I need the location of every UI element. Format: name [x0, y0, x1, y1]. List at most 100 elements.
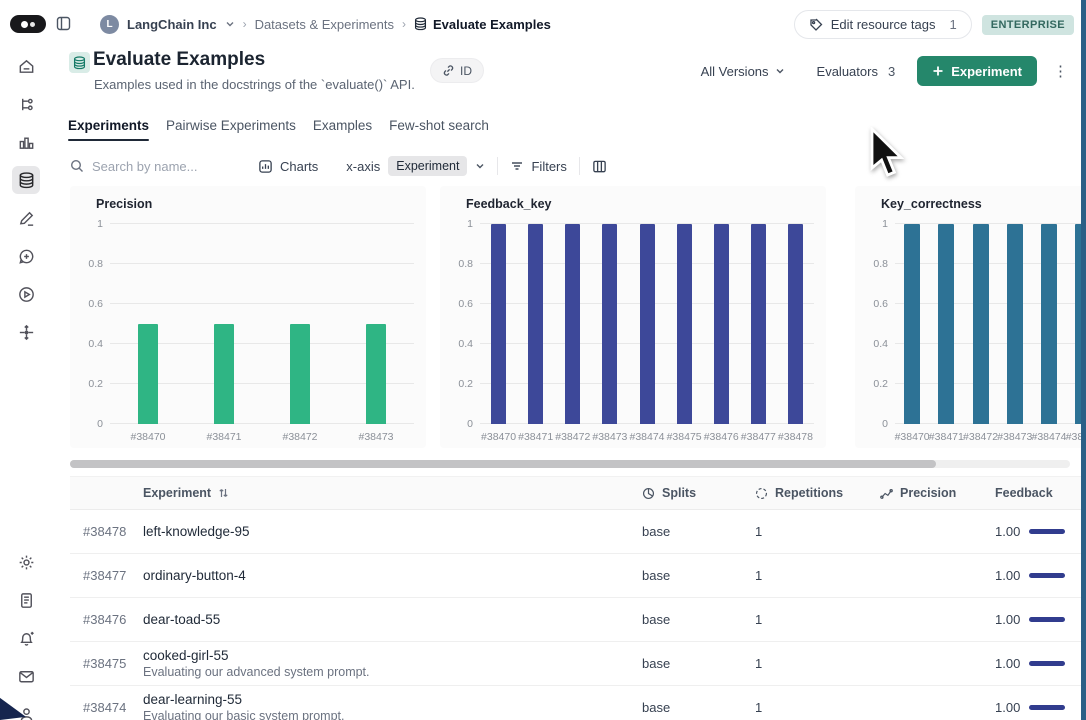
edit-resource-tags-button[interactable]: Edit resource tags 1 — [793, 10, 972, 39]
chart-title: Feedback_key — [466, 197, 552, 211]
charts-button[interactable]: Charts — [258, 159, 318, 174]
breadcrumb-section[interactable]: Datasets & Experiments — [254, 16, 395, 32]
column-header-feedback[interactable]: Feedback — [995, 486, 1081, 500]
gridline — [110, 303, 414, 304]
sidebar-item-tracing-projects[interactable] — [12, 90, 40, 118]
bar[interactable] — [750, 224, 766, 424]
experiment-description: Evaluating our advanced system prompt. — [143, 665, 370, 679]
column-header-repetitions[interactable]: Repetitions — [755, 486, 880, 500]
gridline — [110, 343, 414, 344]
bar[interactable] — [602, 224, 618, 424]
copy-id-button[interactable]: ID — [430, 58, 484, 83]
experiment-name[interactable]: left-knowledge-95 — [143, 524, 250, 539]
page-description: Examples used in the docstrings of the `… — [94, 77, 415, 92]
x-tick-label: #38472 — [963, 431, 999, 443]
sidebar-item-settings[interactable] — [12, 548, 40, 576]
bar[interactable] — [366, 324, 386, 424]
tab-experiments[interactable]: Experiments — [68, 112, 150, 145]
org-avatar[interactable]: L — [100, 14, 119, 34]
search-box[interactable] — [70, 158, 248, 174]
column-label: Experiment — [143, 486, 212, 500]
experiment-name[interactable]: dear-learning-55 — [143, 692, 243, 707]
bar[interactable] — [676, 224, 692, 424]
table-row[interactable]: #38474 dear-learning-55 Evaluating our ba… — [70, 686, 1086, 720]
scrollbar-thumb[interactable] — [70, 460, 936, 468]
table-row[interactable]: #38475 cooked-girl-55 Evaluating our adva… — [70, 642, 1086, 686]
y-tick-label: 0.2 — [873, 378, 888, 390]
bar[interactable] — [138, 324, 158, 424]
sidebar-item-notifications[interactable] — [12, 624, 40, 652]
feedback-value: 1.00 — [995, 524, 1021, 539]
search-input[interactable] — [92, 158, 237, 174]
bar[interactable] — [1006, 224, 1023, 424]
sort-icon[interactable] — [218, 487, 229, 499]
bar[interactable] — [290, 324, 310, 424]
sidebar-item-docs[interactable] — [12, 586, 40, 614]
sidebar-toggle-icon[interactable] — [56, 16, 71, 31]
bar[interactable] — [787, 224, 803, 424]
filters-button[interactable]: Filters — [510, 159, 567, 174]
breadcrumb-org[interactable]: LangChain Inc — [127, 16, 217, 32]
xaxis-selector[interactable]: x-axis Experiment — [346, 156, 485, 176]
bar[interactable] — [565, 224, 581, 424]
feedback-bar — [1029, 705, 1066, 710]
pie-chart-icon — [642, 487, 655, 499]
chevron-down-icon — [776, 69, 784, 74]
bar[interactable] — [972, 224, 989, 424]
splits-value: base — [642, 612, 671, 627]
bar[interactable] — [639, 224, 655, 424]
bar[interactable] — [1075, 224, 1081, 424]
chevron-down-icon[interactable] — [475, 161, 485, 171]
bar[interactable] — [904, 224, 921, 424]
y-tick-label: 1 — [882, 218, 888, 230]
header-menu-button[interactable]: ⋮ — [1053, 63, 1068, 80]
sidebar-item-playground[interactable] — [12, 280, 40, 308]
bar[interactable] — [528, 224, 544, 424]
sidebar-item-datasets[interactable] — [12, 166, 40, 194]
bar[interactable] — [214, 324, 234, 424]
sidebar-item-annotation-queues[interactable] — [12, 204, 40, 232]
new-experiment-button[interactable]: Experiment — [917, 56, 1037, 86]
experiment-name[interactable]: cooked-girl-55 — [143, 648, 229, 663]
horizontal-scrollbar[interactable] — [70, 460, 1070, 468]
sidebar-item-monitoring[interactable] — [12, 128, 40, 156]
evaluators-button[interactable]: Evaluators 3 — [806, 56, 906, 86]
xaxis-value[interactable]: Experiment — [388, 156, 468, 176]
experiment-name[interactable]: dear-toad-55 — [143, 612, 221, 627]
chevron-down-icon[interactable] — [225, 19, 235, 29]
experiment-name[interactable]: ordinary-button-4 — [143, 568, 246, 583]
sidebar-item-home[interactable] — [12, 52, 40, 80]
experiment-id: #38478 — [83, 524, 127, 539]
bar[interactable] — [491, 224, 507, 424]
gridline — [110, 383, 414, 384]
table-row[interactable]: #38478 left-knowledge-95 base 1 1.00 ⋮ — [70, 510, 1086, 554]
feedback-bar — [1029, 661, 1066, 666]
langsmith-logo[interactable] — [10, 15, 46, 33]
x-tick-label: #38473 — [592, 431, 628, 443]
columns-button[interactable] — [592, 159, 607, 174]
tab-pairwise-experiments[interactable]: Pairwise Experiments — [166, 118, 296, 133]
tab-few-shot-search[interactable]: Few-shot search — [389, 118, 489, 133]
tab-examples[interactable]: Examples — [312, 118, 373, 133]
bar[interactable] — [938, 224, 955, 424]
x-tick-label: #38472 — [282, 431, 318, 443]
breadcrumb-page-label: Evaluate Examples — [433, 16, 551, 32]
chart-title: Key_correctness — [881, 197, 982, 211]
table-row[interactable]: #38476 dear-toad-55 base 1 1.00 ⋮ — [70, 598, 1086, 642]
bar[interactable] — [1041, 224, 1057, 424]
column-header-precision[interactable]: Precision — [880, 486, 995, 500]
sidebar-item-mail[interactable] — [12, 662, 40, 690]
column-header-splits[interactable]: Splits — [642, 486, 755, 500]
repetitions-value: 1 — [755, 700, 763, 715]
chart-plot: 0 0.2 0.4 0.6 0.8 1 #38470 #38471 #38472 #38473 #3… — [458, 218, 814, 443]
sidebar-item-account[interactable] — [12, 700, 40, 720]
bar[interactable] — [713, 224, 729, 424]
message-plus-icon — [18, 249, 33, 264]
column-header-experiment[interactable]: Experiment — [143, 486, 642, 500]
xaxis-label: x-axis — [346, 158, 381, 174]
table-row[interactable]: #38477 ordinary-button-4 base 1 1.00 ⋮ — [70, 554, 1086, 598]
sidebar-item-prompts[interactable] — [12, 242, 40, 270]
sidebar-item-deployments[interactable] — [12, 318, 40, 346]
all-versions-dropdown[interactable]: All Versions — [690, 56, 795, 86]
